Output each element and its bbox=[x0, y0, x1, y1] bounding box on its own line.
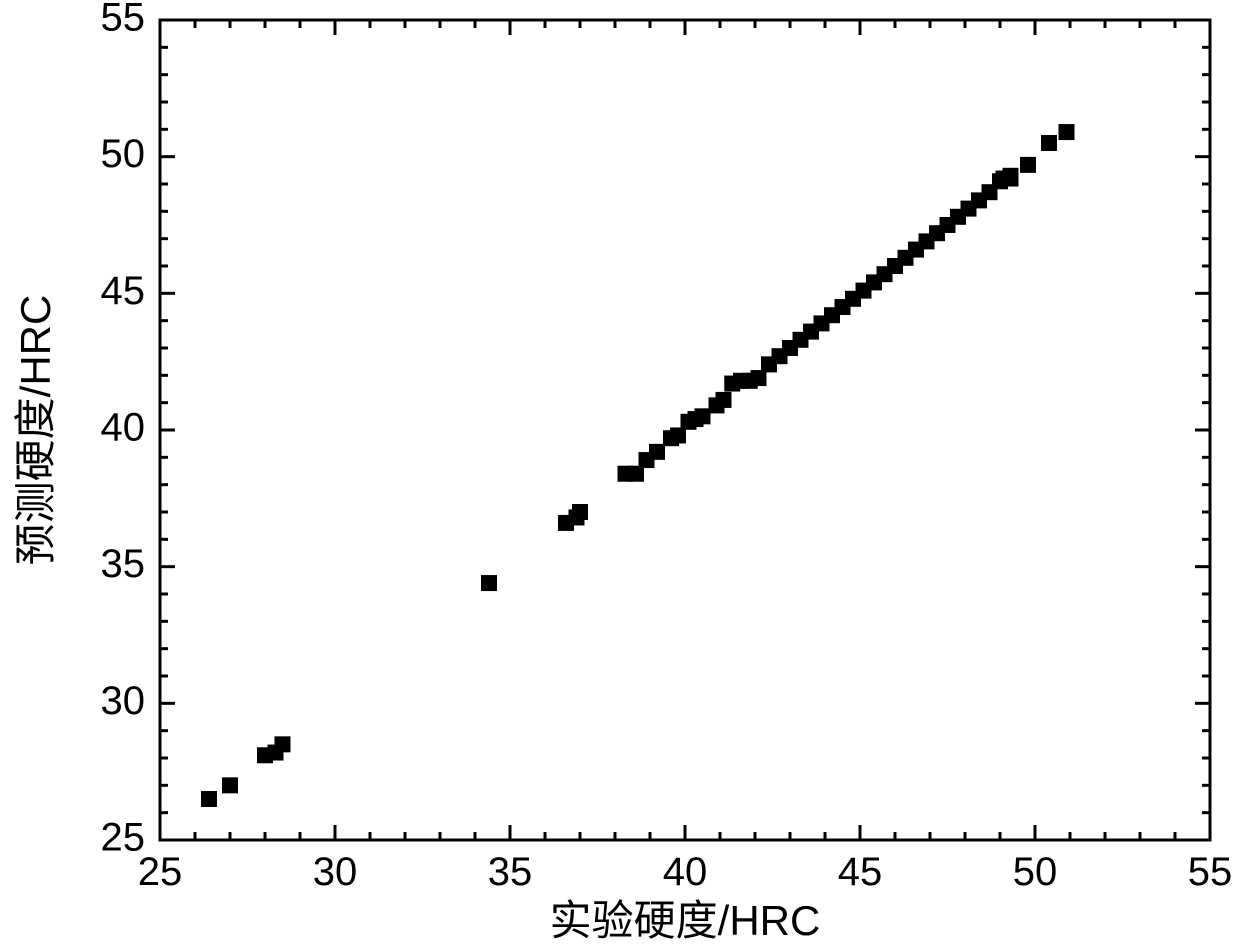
x-tick-label: 35 bbox=[488, 850, 533, 894]
y-tick-label: 45 bbox=[101, 269, 146, 313]
y-tick-label: 55 bbox=[101, 0, 146, 40]
data-point bbox=[1041, 135, 1057, 151]
data-point bbox=[275, 736, 291, 752]
x-axis-tick-labels: 25303540455055 bbox=[138, 850, 1233, 894]
data-point bbox=[1003, 168, 1019, 184]
x-tick-label: 30 bbox=[313, 850, 358, 894]
y-tick-label: 50 bbox=[101, 132, 146, 176]
data-point bbox=[649, 444, 665, 460]
y-axis-title: 预测硬度/HRC bbox=[12, 295, 59, 566]
data-point bbox=[695, 408, 711, 424]
x-axis-title: 实验硬度/HRC bbox=[550, 897, 821, 944]
data-point bbox=[572, 504, 588, 520]
y-tick-label: 40 bbox=[101, 406, 146, 450]
x-tick-label: 50 bbox=[1013, 850, 1058, 894]
data-point bbox=[1059, 124, 1075, 140]
data-point bbox=[222, 777, 238, 793]
data-point bbox=[670, 427, 686, 443]
y-axis-tick-labels: 25 30 35 40 45 50 55 bbox=[101, 0, 146, 860]
data-point bbox=[628, 466, 644, 482]
data-point bbox=[1020, 157, 1036, 173]
data-point bbox=[201, 791, 217, 807]
data-point bbox=[716, 392, 732, 408]
x-tick-label: 40 bbox=[663, 850, 708, 894]
data-series bbox=[201, 124, 1075, 807]
x-tick-label: 55 bbox=[1188, 850, 1233, 894]
chart-svg: 25 30 35 40 45 50 55 25 30 35 40 45 50 55 实验硬度/HRC 预… bbox=[0, 0, 1240, 945]
y-tick-label: 35 bbox=[101, 542, 146, 586]
scatter-chart: 25 30 35 40 45 50 55 25 30 35 40 45 50 55 实验硬度/HRC 预… bbox=[0, 0, 1240, 945]
data-point bbox=[481, 575, 497, 591]
y-tick-label: 30 bbox=[101, 679, 146, 723]
data-point bbox=[751, 370, 767, 386]
y-tick-label: 25 bbox=[101, 816, 146, 860]
x-tick-label: 45 bbox=[838, 850, 883, 894]
